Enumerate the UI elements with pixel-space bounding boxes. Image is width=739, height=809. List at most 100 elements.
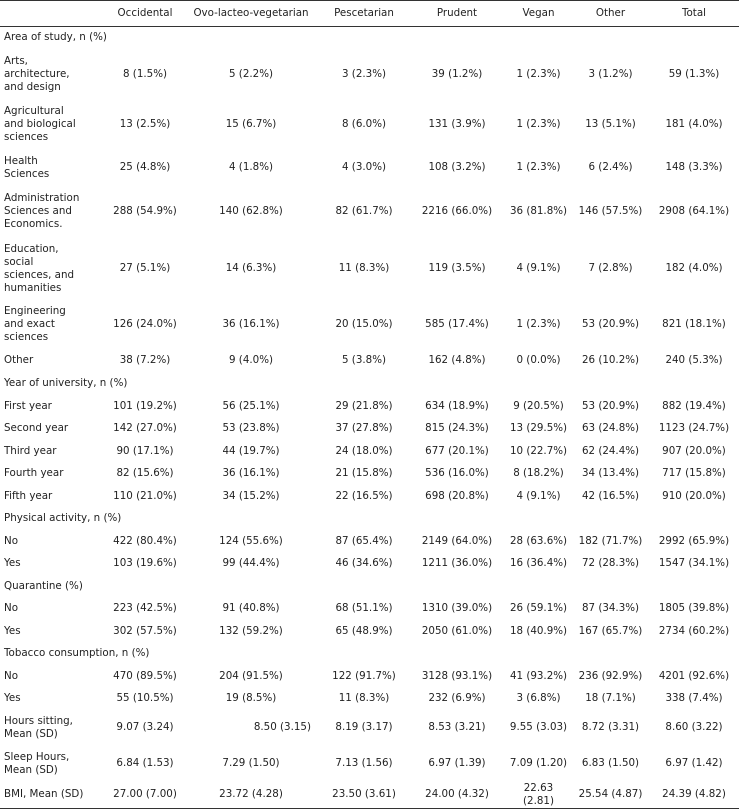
table-cell: 2149 (64.0%)	[421, 534, 493, 547]
table-cell: 55 (10.5%)	[116, 692, 174, 704]
section-label: Tobacco consumption, n (%)	[4, 647, 150, 659]
table-cell: 37 (27.8%)	[335, 422, 393, 434]
table-cell: 717 (15.8%)	[662, 467, 726, 479]
table-cell: 103 (19.6%)	[113, 557, 177, 569]
table-cell: 53 (20.9%)	[581, 399, 640, 412]
table-cell: 63 (24.8%)	[581, 422, 640, 434]
table-cell: 7.09 (1.20)	[509, 757, 568, 769]
table-cell: 41 (93.2%)	[509, 669, 568, 682]
row-label: Third year	[4, 444, 57, 457]
table-row: Sleep Hours, Mean (SD) 6.84 (1.53) 7.29 (1…	[0, 746, 739, 782]
table-cell: 6.97 (1.39)	[428, 757, 486, 769]
section-label: Quarantine (%)	[4, 579, 83, 592]
table-cell: 108 (3.2%)	[428, 161, 486, 173]
table-cell: 34 (13.4%)	[581, 467, 640, 479]
table-cell: 2216 (66.0%)	[421, 205, 493, 217]
table-cell: 821 (18.1%)	[662, 318, 726, 330]
table-row: No 223 (42.5%) 91 (40.8%) 68 (51.1%) 1310 (3…	[0, 598, 739, 620]
table-cell: 18 (40.9%)	[509, 624, 568, 637]
table-cell: 72 (28.3%)	[581, 557, 640, 569]
table-cell: 8.60 (3.22)	[665, 721, 723, 733]
table-cell: 19 (8.5%)	[225, 692, 277, 704]
table-row: No 470 (89.5%) 204 (91.5%) 122 (91.7%) 3128 …	[0, 665, 739, 688]
table-row: Third year 90 (17.1%) 44 (19.7%) 24 (18.0%)…	[0, 440, 739, 463]
table-cell: 634 (18.9%)	[425, 399, 489, 412]
table-row: Arts, architecture, and design 8 (1.5%) 5 …	[0, 49, 739, 101]
table-cell: 9 (4.0%)	[228, 354, 274, 366]
section-row: Quarantine (%)	[0, 575, 739, 598]
table-cell: 146 (57.5%)	[578, 205, 643, 217]
table-cell: 14 (6.3%)	[225, 262, 277, 274]
table-cell: 204 (91.5%)	[219, 669, 283, 682]
row-label: No	[4, 534, 19, 547]
table-cell: 6.97 (1.42)	[665, 757, 723, 769]
table-cell: 10 (22.7%)	[509, 444, 568, 457]
table-cell: 91 (40.8%)	[222, 602, 280, 614]
table-cell: 240 (5.3%)	[665, 354, 723, 366]
table-cell: 126 (24.0%)	[113, 318, 177, 330]
table-cell: 0 (0.0%)	[516, 354, 561, 366]
table-row: Fourth year 82 (15.6%) 36 (16.1%) 21 (15.8%…	[0, 463, 739, 485]
table-cell: 24.39 (4.82)	[662, 788, 726, 800]
table-cell: 22.63 (2.81)	[523, 781, 554, 807]
table-cell: 46 (34.6%)	[335, 557, 393, 569]
table-cell: 1547 (34.1%)	[658, 557, 730, 569]
table-cell: 8 (6.0%)	[341, 118, 387, 130]
table-cell: 698 (20.8%)	[425, 489, 489, 502]
table-body: Area of study, n (%) Arts, architecture, …	[0, 27, 739, 808]
table-cell: 4 (3.0%)	[341, 161, 387, 173]
table-cell: 21 (15.8%)	[335, 467, 393, 479]
table-cell: 9.07 (3.24)	[116, 721, 174, 733]
section-label: Area of study, n (%)	[4, 31, 107, 44]
row-label: Hours sitting, Mean (SD)	[4, 714, 73, 740]
table-cell: 470 (89.5%)	[113, 669, 177, 682]
table-cell: 140 (62.8%)	[219, 205, 283, 217]
table-row: Fifth year 110 (21.0%) 34 (15.2%) 22 (16.5%…	[0, 485, 739, 508]
row-label: No	[4, 602, 19, 614]
row-label: Administration Sciences and Economics.	[4, 192, 80, 230]
table-row: BMI, Mean (SD) 27.00 (7.00) 23.72 (4.28) 23…	[0, 781, 739, 808]
table-cell: 8.19 (3.17)	[335, 721, 393, 733]
table-cell: 181 (4.0%)	[665, 118, 723, 130]
header-cell: Ovo-lacteo-vegetarian	[193, 7, 309, 19]
row-label: Yes	[4, 557, 21, 569]
table-row: Education, social sciences, and humaniti…	[0, 237, 739, 301]
table-cell: 82 (61.7%)	[335, 205, 393, 217]
section-label: Year of university, n (%)	[4, 377, 128, 389]
row-label: Yes	[4, 624, 21, 637]
table-cell: 59 (1.3%)	[668, 68, 720, 80]
table-cell: 13 (5.1%)	[585, 118, 636, 130]
table-cell: 182 (71.7%)	[578, 534, 643, 547]
table-cell: 36 (16.1%)	[222, 318, 280, 330]
header-cell-label	[0, 1, 107, 27]
table-cell: 2050 (61.0%)	[421, 624, 493, 637]
table-cell: 87 (34.3%)	[581, 602, 640, 614]
table-row: Health Sciences 25 (4.8%) 4 (1.8%) 4 (3.0%)…	[0, 149, 739, 187]
table-row: First year 101 (19.2%) 56 (25.1%) 29 (21.8%…	[0, 395, 739, 418]
table-cell: 1 (2.3%)	[516, 161, 561, 173]
table-cell: 142 (27.0%)	[113, 422, 177, 434]
table-cell: 44 (19.7%)	[222, 444, 280, 457]
table-cell: 39 (1.2%)	[431, 68, 483, 80]
table-cell: 20 (15.0%)	[335, 318, 393, 330]
table-cell: 4 (9.1%)	[516, 262, 561, 274]
table-cell: 13 (2.5%)	[119, 118, 171, 130]
table-row: Engineering and exact sciences 126 (24.0%…	[0, 301, 739, 349]
table-cell: 882 (19.4%)	[662, 399, 726, 412]
section-row: Year of university, n (%)	[0, 373, 739, 395]
table-cell: 26 (59.1%)	[509, 602, 568, 614]
row-label: Other	[4, 354, 34, 366]
table-cell: 23.50 (3.61)	[332, 788, 396, 800]
table-cell: 25 (4.8%)	[119, 161, 171, 173]
row-label: Second year	[4, 422, 69, 434]
table-cell: 167 (65.7%)	[578, 624, 643, 637]
table-cell: 182 (4.0%)	[665, 262, 723, 274]
row-label: Engineering and exact sciences	[4, 305, 66, 343]
table-cell: 162 (4.8%)	[428, 354, 486, 366]
table-cell: 28 (63.6%)	[509, 534, 568, 547]
table-cell: 42 (16.5%)	[581, 489, 640, 502]
table-cell: 338 (7.4%)	[665, 692, 723, 704]
table-cell: 4 (9.1%)	[516, 489, 561, 502]
table-cell: 110 (21.0%)	[113, 489, 177, 502]
table-cell: 2992 (65.9%)	[658, 534, 730, 547]
